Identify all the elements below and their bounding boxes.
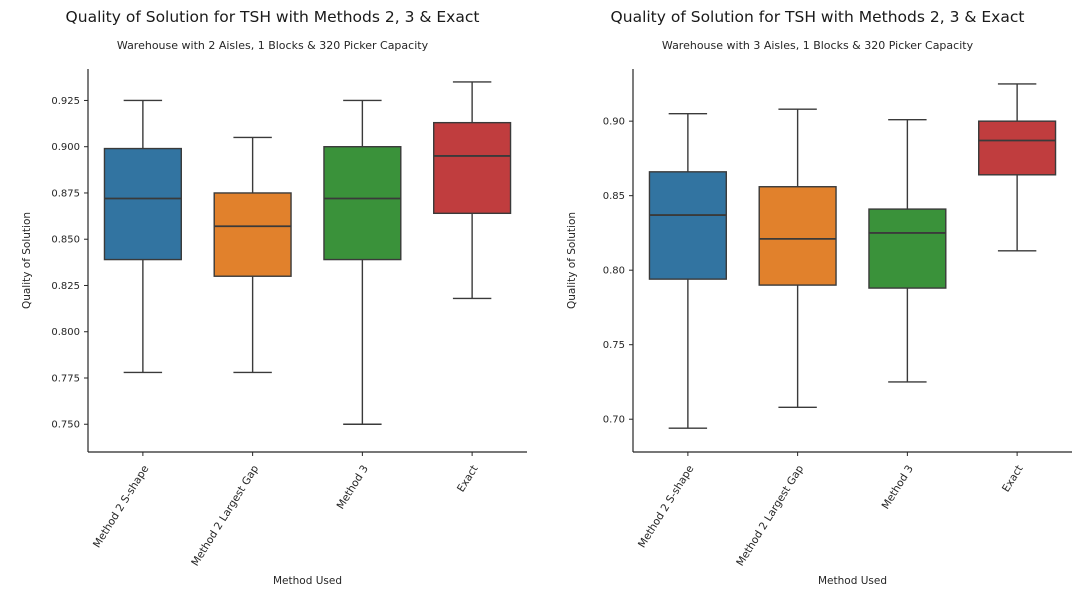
boxplot-canvas-right: 0.70 0.75 0.80 0.85 0.90 Method 2 S-shape Meth…	[566, 68, 1072, 587]
svg-text:Method 3: Method 3	[335, 463, 371, 511]
svg-text:0.775: 0.775	[51, 373, 80, 384]
svg-text:Exact: Exact	[455, 463, 481, 494]
svg-text:0.925: 0.925	[51, 96, 80, 107]
svg-text:0.85: 0.85	[603, 191, 625, 202]
svg-text:Method 2 S-shape: Method 2 S-shape	[636, 463, 696, 550]
svg-text:Quality of Solution: Quality of Solution	[566, 212, 578, 309]
svg-text:Method 2 Largest Gap: Method 2 Largest Gap	[189, 463, 261, 568]
svg-text:Method Used: Method Used	[818, 575, 887, 587]
svg-text:Exact: Exact	[1000, 463, 1026, 494]
chart-title-left: Quality of Solution for TSH with Methods…	[65, 8, 480, 26]
boxplot-figure-left: Quality of Solution for TSH with Methods…	[21, 8, 527, 587]
chart-title-right: Quality of Solution for TSH with Methods…	[610, 8, 1025, 26]
svg-text:Method 2 S-shape: Method 2 S-shape	[91, 463, 151, 550]
svg-text:0.75: 0.75	[603, 340, 625, 351]
svg-text:Quality of Solution: Quality of Solution	[21, 212, 33, 309]
svg-text:0.850: 0.850	[51, 234, 80, 245]
svg-text:0.900: 0.900	[51, 142, 80, 153]
svg-text:Method 3: Method 3	[880, 463, 916, 511]
svg-text:0.800: 0.800	[51, 327, 80, 338]
chart-subtitle-right: Warehouse with 3 Aisles, 1 Blocks & 320 …	[661, 39, 974, 53]
svg-text:0.825: 0.825	[51, 281, 80, 292]
svg-text:0.750: 0.750	[51, 419, 80, 430]
svg-text:Method Used: Method Used	[273, 575, 342, 587]
boxplot-canvas-left: 0.750 0.775 0.800 0.825 0.850 0.875 0.900 0.925…	[21, 68, 527, 587]
svg-text:0.875: 0.875	[51, 188, 80, 199]
svg-text:Method 2 Largest Gap: Method 2 Largest Gap	[734, 463, 806, 568]
svg-text:0.80: 0.80	[603, 265, 625, 276]
chart-subtitle-left: Warehouse with 2 Aisles, 1 Blocks & 320 …	[116, 39, 429, 53]
boxplot-figure-right: Quality of Solution for TSH with Methods…	[545, 0, 1090, 599]
svg-text:0.90: 0.90	[603, 116, 625, 127]
svg-text:0.70: 0.70	[603, 414, 625, 425]
